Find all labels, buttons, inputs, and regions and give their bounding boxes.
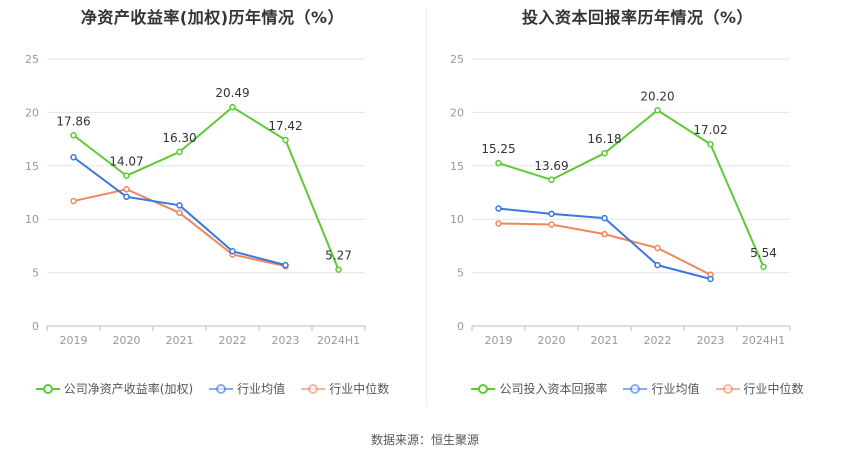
- roe-line-chart: 0 5 10 15 20 25 2019 2020 2021 2022 2023 2024H1 17.8…: [25, 53, 366, 347]
- company-series-line: [72, 106, 340, 271]
- data-label: 5.27: [325, 249, 352, 263]
- data-label: 17.42: [268, 119, 302, 133]
- y-tick-label: 0: [32, 320, 39, 333]
- legend-item-industry-median[interactable]: 行业中位数: [301, 380, 389, 397]
- y-tick-label: 10: [25, 213, 39, 226]
- x-tick-label: 2021: [166, 334, 194, 347]
- company-data-point: [282, 136, 289, 144]
- legend-item-industry-median[interactable]: 行业中位数: [715, 380, 804, 397]
- roic-line-chart: 0 5 10 15 20 25 2019 2020 2021 2022 2023 2024H1 15.2…: [450, 53, 791, 347]
- x-tick-label: 2019: [60, 334, 88, 347]
- chart-title: 净资产收益率(加权)历年情况（%）: [80, 8, 345, 27]
- x-tick-label: 2023: [697, 334, 725, 347]
- legend-item-industry-mean[interactable]: 行业均值: [623, 380, 700, 397]
- industry-mean-point: [123, 193, 130, 201]
- industry-mean-point: [495, 205, 502, 212]
- data-label: 16.18: [587, 132, 621, 146]
- data-source-note: 数据来源：恒生聚源: [370, 433, 479, 447]
- legend-label: 行业均值: [237, 382, 286, 396]
- legend-mean-marker-icon: [209, 383, 234, 395]
- company-data-point: [70, 132, 77, 139]
- industry-mean-point: [654, 261, 661, 269]
- company-data-point: [654, 107, 661, 114]
- panel-divider: [426, 8, 427, 406]
- roic-chart-panel: 投入资本回报率历年情况（%） 0 5 10 15 20 25 2019 2020 2021 202…: [425, 0, 850, 410]
- y-tick-label: 15: [25, 160, 39, 173]
- legend-label: 行业中位数: [329, 382, 390, 396]
- x-tick-label: 2022: [644, 334, 672, 347]
- industry-median-point: [548, 221, 555, 228]
- legend-median-marker-icon: [301, 383, 326, 395]
- legend-label: 公司净资产收益率(加权): [63, 382, 194, 396]
- x-tick-label: 2020: [113, 334, 141, 347]
- industry-median-point: [601, 230, 608, 238]
- x-tick-label: 2022: [219, 334, 247, 347]
- legend-company-marker-icon: [471, 383, 496, 395]
- data-label: 16.30: [162, 131, 196, 145]
- company-data-point: [548, 176, 555, 184]
- company-data-point: [335, 266, 342, 273]
- legend-item-company[interactable]: 公司净资产收益率(加权): [35, 380, 194, 397]
- industry-mean-point: [282, 261, 289, 269]
- industry-mean-point: [601, 214, 608, 222]
- company-data-point: [123, 172, 130, 179]
- legend-company-marker-icon: [35, 383, 60, 395]
- data-label: 17.02: [693, 123, 727, 137]
- company-data-point: [601, 149, 608, 157]
- industry-median-point: [123, 186, 130, 193]
- x-tick-label: 2024H1: [317, 334, 360, 347]
- industry-median-point: [654, 244, 661, 252]
- data-label: 5.54: [750, 246, 777, 260]
- x-tick-label: 2024H1: [742, 334, 785, 347]
- data-label: 15.25: [481, 142, 515, 156]
- industry-mean-point: [70, 154, 77, 161]
- y-tick-label: 15: [450, 160, 464, 173]
- company-series-line: [498, 109, 765, 268]
- chart-legend: 公司净资产收益率(加权) 行业均值 行业中位数: [0, 380, 425, 397]
- chart-legend: 公司投入资本回报率 行业均值 行业中位数: [425, 380, 850, 397]
- x-tick-label: 2021: [591, 334, 619, 347]
- industry-mean-point: [707, 275, 714, 283]
- industry-median-point: [176, 209, 183, 217]
- x-tick-label: 2020: [538, 334, 566, 347]
- company-data-point: [760, 263, 767, 271]
- data-label: 14.07: [109, 155, 143, 169]
- chart-title: 投入资本回报率历年情况（%）: [521, 8, 754, 27]
- x-tick-label: 2023: [272, 334, 300, 347]
- industry-mean-point: [176, 202, 183, 209]
- data-label: 20.20: [640, 89, 674, 103]
- y-tick-label: 10: [450, 213, 464, 226]
- y-tick-label: 0: [457, 320, 464, 333]
- y-tick-label: 20: [450, 106, 464, 119]
- legend-item-company[interactable]: 公司投入资本回报率: [471, 380, 607, 397]
- x-tick-label: 2019: [485, 334, 513, 347]
- y-tick-label: 25: [450, 53, 464, 66]
- data-label: 13.69: [534, 159, 568, 173]
- legend-mean-marker-icon: [623, 383, 648, 395]
- data-label: 17.86: [56, 114, 90, 128]
- legend-item-industry-mean[interactable]: 行业均值: [209, 380, 285, 397]
- roe-chart-panel: 净资产收益率(加权)历年情况（%） 0 5 10 15 20 25 2019 2020 2021…: [0, 0, 425, 410]
- y-tick-label: 5: [32, 267, 39, 280]
- industry-mean-point: [548, 210, 555, 218]
- y-tick-label: 20: [25, 106, 39, 119]
- industry-median-line: [73, 188, 286, 268]
- legend-label: 行业中位数: [743, 382, 804, 396]
- company-data-point: [229, 103, 236, 111]
- legend-label: 行业均值: [651, 382, 700, 396]
- y-tick-label: 5: [457, 267, 464, 280]
- company-data-point: [495, 159, 502, 167]
- legend-label: 公司投入资本回报率: [499, 382, 608, 396]
- industry-mean-point: [229, 247, 236, 255]
- company-data-point: [707, 140, 714, 148]
- company-data-point: [176, 148, 183, 156]
- data-label: 20.49: [215, 86, 249, 100]
- legend-median-marker-icon: [715, 383, 740, 395]
- industry-median-point: [70, 197, 77, 205]
- industry-median-point: [495, 220, 502, 227]
- y-tick-label: 25: [25, 53, 39, 66]
